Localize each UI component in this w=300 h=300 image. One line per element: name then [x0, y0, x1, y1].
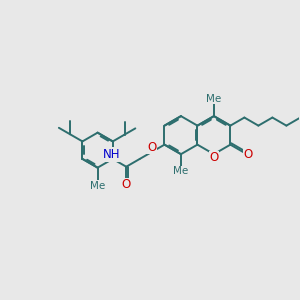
Text: O: O: [243, 148, 253, 161]
Text: Me: Me: [90, 181, 105, 191]
Text: O: O: [209, 151, 218, 164]
Text: O: O: [147, 141, 156, 154]
Text: Me: Me: [206, 94, 221, 104]
Text: NH: NH: [103, 148, 120, 161]
Text: Me: Me: [173, 167, 189, 176]
Text: O: O: [122, 178, 131, 191]
